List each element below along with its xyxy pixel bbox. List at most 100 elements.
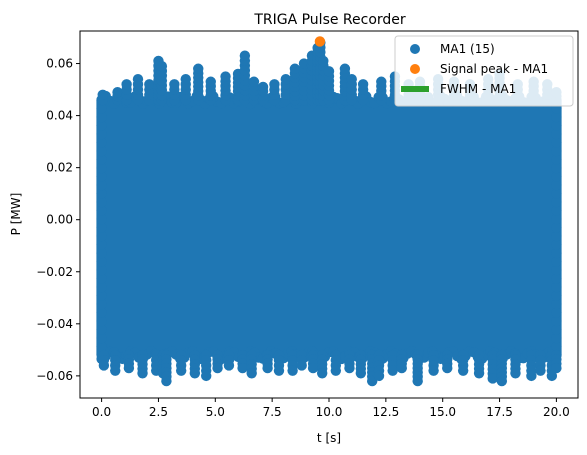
- ma1-point: [123, 362, 135, 374]
- ma1-point: [551, 256, 562, 267]
- ma1-point: [339, 63, 351, 74]
- ma1-point: [551, 196, 562, 208]
- ma1-point: [175, 365, 187, 376]
- x-tick-label: 7.5: [263, 405, 282, 419]
- ma1-point: [526, 370, 537, 382]
- ma1-point: [289, 63, 301, 74]
- ma1-point: [510, 368, 521, 379]
- ma1-point: [551, 179, 562, 191]
- ma1-point: [96, 205, 107, 216]
- ma1-point: [551, 332, 562, 344]
- ma1-point: [137, 368, 148, 379]
- ma1-point: [346, 73, 357, 85]
- ma1-point: [96, 264, 107, 276]
- ma1-point: [298, 58, 310, 69]
- y-tick-label: −0.04: [36, 317, 73, 331]
- ma1-point: [487, 373, 498, 384]
- ma1-point: [357, 79, 369, 90]
- ma1-point: [112, 86, 123, 98]
- ma1-point: [551, 239, 562, 250]
- ma1-point: [344, 362, 355, 374]
- legend-label: FWHM - MA1: [440, 82, 516, 96]
- ma1-point: [551, 341, 562, 352]
- y-axis-label: P [MW]: [9, 193, 23, 236]
- y-tick-label: −0.06: [36, 369, 73, 383]
- ma1-point: [551, 128, 562, 140]
- ma1-point: [96, 111, 107, 123]
- ma1-point: [355, 368, 367, 379]
- ma1-point: [546, 370, 558, 382]
- ma1-point: [551, 188, 562, 199]
- ma1-point: [262, 362, 273, 374]
- ma1-point: [287, 365, 298, 376]
- ma1-point: [96, 256, 107, 267]
- ma1-point: [323, 66, 335, 77]
- ma1-point: [201, 370, 212, 382]
- ma1-point: [97, 89, 108, 100]
- legend-item: Signal peak - MA1: [410, 62, 548, 76]
- ma1-point: [248, 76, 260, 87]
- ma1-point: [96, 239, 107, 250]
- ma1-point: [387, 365, 398, 376]
- ma1-point: [246, 368, 257, 379]
- ma1-point: [316, 368, 328, 379]
- legend-swatch: [410, 44, 420, 54]
- legend-item: FWHM - MA1: [401, 82, 516, 96]
- ma1-point: [318, 55, 329, 67]
- ma1-point: [96, 120, 107, 131]
- ma1-point: [223, 360, 235, 371]
- ma1-point: [169, 79, 180, 90]
- ma1-point: [330, 365, 342, 376]
- ma1-point: [551, 145, 562, 157]
- ma1-point: [96, 103, 107, 114]
- ma1-point: [280, 73, 291, 85]
- ma1-dense-band: [96, 99, 562, 356]
- y-axis: −0.06 −0.04 −0.02 0.00 0.02 0.04 0.06: [36, 57, 80, 383]
- ma1-point: [551, 230, 562, 242]
- ma1-point: [551, 120, 562, 131]
- x-tick-label: 20.0: [543, 405, 570, 419]
- ma1-point: [212, 362, 223, 374]
- legend-item: MA1 (15): [410, 42, 495, 56]
- y-tick-label: 0.04: [46, 109, 73, 123]
- ma1-point: [96, 137, 107, 148]
- ma1-point: [96, 247, 107, 259]
- x-tick-label: 15.0: [429, 405, 456, 419]
- chart-title: TRIGA Pulse Recorder: [253, 12, 406, 28]
- ma1-point: [96, 213, 107, 225]
- ma1-point: [96, 281, 107, 293]
- ma1-point: [551, 213, 562, 225]
- ma1-point: [396, 362, 407, 374]
- series-signal-peak: [314, 36, 326, 47]
- ma1-point: [551, 162, 562, 174]
- ma1-point: [96, 188, 107, 199]
- ma1-point: [551, 222, 562, 233]
- ma1-point: [98, 360, 110, 371]
- ma1-point: [551, 273, 562, 284]
- ma1-point: [551, 315, 562, 327]
- ma1-point: [96, 171, 107, 182]
- y-tick-label: 0.00: [46, 213, 73, 227]
- y-tick-label: 0.02: [46, 161, 73, 175]
- x-tick-label: 10.0: [316, 405, 343, 419]
- ma1-point: [239, 50, 251, 61]
- ma1-point: [551, 111, 562, 123]
- ma1-point: [180, 73, 191, 85]
- legend-swatch: [410, 64, 420, 74]
- ma1-point: [257, 81, 269, 93]
- ma1-point: [96, 162, 107, 174]
- ma1-point: [551, 307, 562, 318]
- ma1-point: [110, 365, 121, 376]
- ma1-point: [96, 273, 107, 284]
- ma1-point: [473, 368, 485, 379]
- ma1-point: [205, 76, 216, 87]
- x-tick-label: 17.5: [486, 405, 513, 419]
- ma1-point: [220, 71, 231, 82]
- ma1-point: [551, 205, 562, 216]
- x-axis-label: t [s]: [317, 431, 341, 445]
- ma1-point: [273, 365, 285, 376]
- ma1-point: [442, 362, 453, 374]
- ma1-point: [373, 370, 385, 382]
- ma1-point: [412, 375, 423, 387]
- ma1-point: [237, 362, 248, 374]
